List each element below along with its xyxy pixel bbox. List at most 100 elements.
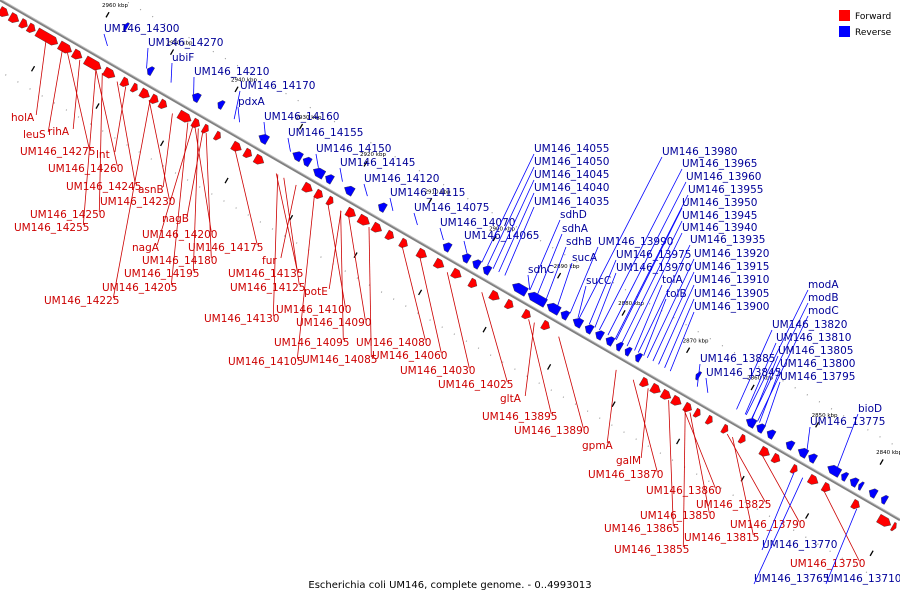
reverse-gene-label: UM146_13905: [694, 288, 769, 300]
forward-gene: [806, 473, 819, 485]
label-leader-line: [205, 132, 212, 259]
tick-label: 2880 kbp: [618, 301, 644, 307]
tick-mark-lower: [869, 550, 874, 557]
forward-gene-label: UM146_13855: [614, 544, 689, 556]
reverse-gene-label: tolB: [666, 288, 687, 300]
reverse-gene-label: UM146_14120: [364, 173, 439, 185]
forward-gene-label: UM146_14225: [44, 295, 119, 307]
forward-gene: [176, 109, 192, 123]
label-leader-line: [537, 233, 563, 295]
label-leader-line: [736, 329, 773, 410]
tick-label: 2900 kbp: [489, 227, 515, 233]
label-leader-line: [47, 49, 63, 133]
reverse-gene-label: UM146_14045: [534, 169, 609, 181]
forward-gene: [720, 423, 729, 434]
reverse-gene-label: UM146_14300: [104, 23, 179, 35]
forward-gene: [682, 401, 692, 413]
forward-gene-label: nagA: [132, 242, 160, 254]
tick-mark: [815, 421, 820, 428]
forward-gene: [57, 40, 72, 54]
forward-gene-label: UM146_14200: [142, 229, 217, 241]
label-leader-line: [578, 156, 663, 319]
reverse-gene-label: modB: [808, 292, 839, 304]
forward-gene-label: UM146_14180: [142, 255, 217, 267]
forward-gene: [467, 277, 478, 289]
reverse-gene: [635, 352, 644, 363]
reverse-gene-label: UM146_14155: [288, 127, 363, 139]
forward-gene-label: UM146_13825: [696, 499, 771, 511]
tick-mark: [363, 160, 368, 167]
tick-mark: [428, 198, 433, 205]
forward-gene: [432, 257, 445, 269]
forward-gene-label: rihA: [48, 126, 70, 138]
reverse-gene-label: sdhB: [566, 236, 592, 248]
reverse-gene-label: UM146_13800: [780, 358, 855, 370]
label-leader-line: [328, 210, 342, 290]
label-leader-line: [263, 121, 266, 138]
reverse-gene-label: UM146_14070: [440, 217, 515, 229]
forward-gene-label: UM146_14090: [296, 317, 371, 329]
reverse-gene: [217, 100, 226, 110]
reverse-gene-label: UM146_13945: [682, 210, 757, 222]
reverse-gene-label: UM146_13845: [706, 367, 781, 379]
forward-gene: [850, 498, 860, 510]
forward-gene: [370, 221, 382, 233]
reverse-gene: [325, 174, 335, 185]
label-leader-line: [35, 40, 47, 116]
tick-label: 2890 kbp: [554, 264, 580, 270]
tick-label: 2850 kbp: [812, 413, 838, 419]
label-leader-line: [558, 336, 584, 429]
label-leader-line: [683, 408, 716, 489]
forward-gene-label: UM146_14175: [188, 242, 263, 254]
forward-gene: [384, 229, 395, 241]
reverse-gene: [378, 202, 388, 213]
reverse-gene-label: UM146_14210: [194, 66, 269, 78]
reverse-gene-label: UM146_14150: [316, 143, 391, 155]
forward-gene-label: holA: [11, 112, 35, 124]
forward-gene: [415, 247, 427, 259]
label-leader-line: [233, 90, 241, 120]
reverse-gene: [147, 66, 155, 77]
reverse-gene: [745, 417, 758, 429]
label-leader-line: [632, 379, 658, 473]
forward-gene: [34, 27, 59, 46]
forward-gene-label: UM146_14080: [356, 337, 431, 349]
reverse-gene-label: UM146_13950: [682, 197, 757, 209]
label-leader-line: [272, 174, 279, 317]
tick-mark-lower: [676, 438, 681, 445]
label-leader-line: [658, 284, 695, 365]
forward-gene-label: UM146_13815: [684, 532, 759, 544]
forward-gene: [325, 195, 334, 206]
forward-gene-label: UM146_14250: [30, 209, 105, 221]
legend: Forward Reverse: [839, 10, 892, 38]
forward-gene-label: nagB: [162, 213, 189, 225]
tick-mark-lower: [482, 326, 487, 333]
reverse-gene: [797, 447, 810, 459]
label-leader-line: [837, 413, 859, 468]
label-leader-line: [682, 409, 686, 548]
label-leader-line: [439, 227, 444, 241]
reverse-gene-label: sucA: [572, 252, 598, 264]
reverse-gene: [572, 317, 585, 329]
label-leader-line: [98, 72, 103, 213]
forward-gene-label: UM146_13870: [588, 469, 663, 481]
label-leader-line: [186, 131, 204, 217]
reverse-gene-label: UM146_13805: [778, 345, 853, 357]
reverse-gene-label: bioD: [858, 403, 882, 415]
reverse-gene: [313, 167, 327, 180]
reverse-gene: [546, 302, 562, 316]
reverse-gene-label: UM146_13775: [810, 416, 885, 428]
label-leader-line: [822, 489, 860, 562]
reverse-gene-label: UM146_14075: [414, 202, 489, 214]
label-leader-line: [481, 153, 535, 263]
forward-gene: [521, 308, 531, 320]
forward-gene-label: leuS: [23, 129, 46, 141]
tick-mark-lower: [805, 513, 810, 519]
reverse-gene: [595, 330, 605, 341]
reverse-gene-label: UM146_14145: [340, 157, 415, 169]
reverse-gene: [868, 488, 879, 499]
reverse-gene: [766, 429, 777, 440]
tick-mark-lower: [547, 363, 552, 370]
forward-gene-label: UM146_14095: [274, 337, 349, 349]
label-leader-line: [726, 433, 766, 503]
